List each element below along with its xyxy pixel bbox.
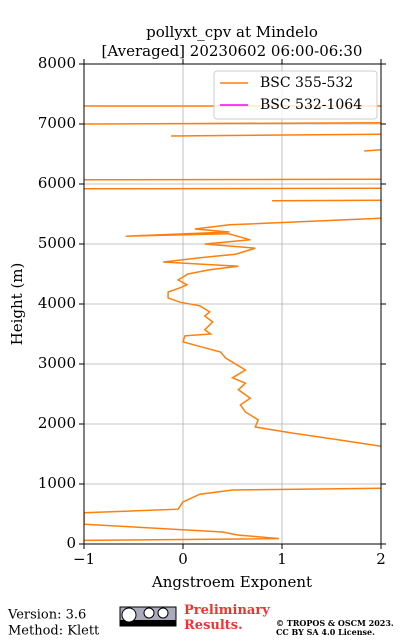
version: Version: 3.6 xyxy=(7,608,86,623)
y-tick-label: 3000 xyxy=(38,354,76,372)
y-tick-label: 7000 xyxy=(38,114,76,132)
preliminary-notice: Preliminary Results. xyxy=(184,603,274,633)
legend: BSC 355-532 BSC 532-1064 xyxy=(213,70,378,120)
y-axis-label: Height (m) xyxy=(8,263,26,346)
cc-logo xyxy=(119,606,177,627)
data-line xyxy=(84,105,381,542)
plot-frame xyxy=(83,63,382,545)
x-tick-label: 2 xyxy=(376,550,386,568)
chart-title: pollyxt_cpv at Mindelo xyxy=(146,23,318,41)
y-tick-label: 8000 xyxy=(38,54,76,72)
chart-subtitle: [Averaged] 20230602 06:00-06:30 xyxy=(102,42,363,60)
legend-label: BSC 532-1064 xyxy=(260,97,362,113)
license: CC BY SA 4.0 License. xyxy=(276,627,375,637)
y-tick-label: 6000 xyxy=(38,174,76,192)
x-axis-label: Angstroem Exponent xyxy=(151,573,312,591)
y-tick-label: 2000 xyxy=(38,414,76,432)
method: Method: Klett xyxy=(8,624,100,639)
y-tick-label: 5000 xyxy=(38,234,76,252)
copyright: © TROPOS & OSCM 2023. xyxy=(276,618,394,628)
x-tick-label: −1 xyxy=(73,550,95,568)
x-tick-label: 0 xyxy=(178,550,188,568)
y-tick-label: 1000 xyxy=(38,474,76,492)
legend-label: BSC 355-532 xyxy=(260,75,353,91)
y-tick-label: 0 xyxy=(66,534,76,552)
x-tick-label: 1 xyxy=(277,550,287,568)
y-tick-label: 4000 xyxy=(38,294,76,312)
legend-box xyxy=(213,70,378,120)
